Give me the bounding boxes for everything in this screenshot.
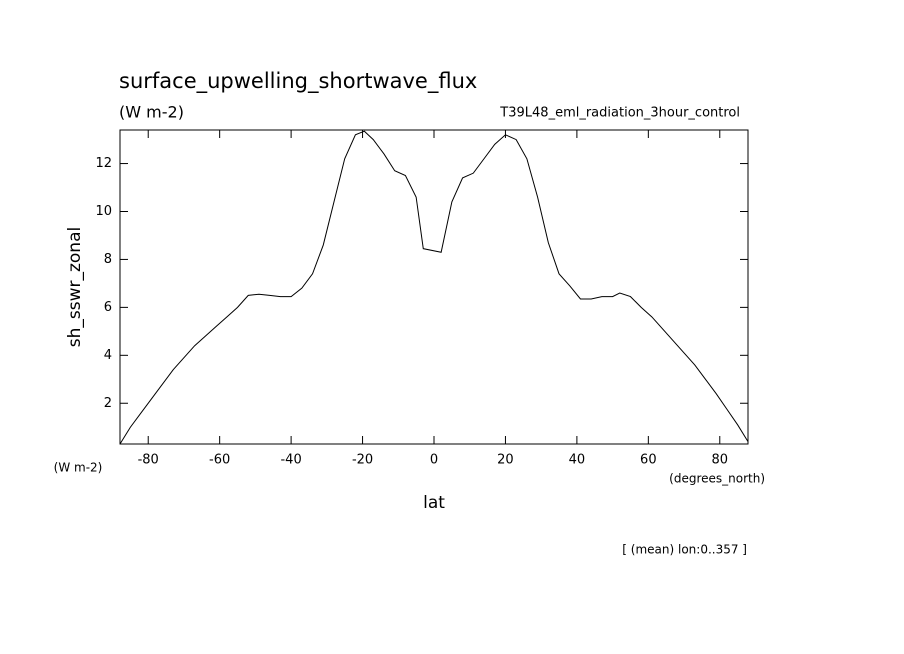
y-units: (W m-2)	[54, 461, 103, 475]
y-tick-label: 12	[95, 156, 112, 171]
footnote: [ (mean) lon:0..357 ]	[622, 543, 747, 557]
chart-title: surface_upwelling_shortwave_flux	[119, 69, 477, 94]
y-tick-label: 8	[104, 252, 112, 267]
x-tick-label: 0	[430, 453, 438, 468]
data-line	[119, 130, 749, 445]
x-axis-label: lat	[423, 493, 445, 513]
x-tick-label: -80	[138, 453, 159, 468]
units: (W m-2)	[119, 103, 184, 122]
x-tick-label: -60	[209, 453, 230, 468]
y-tick-label: 10	[95, 204, 112, 219]
y-tick-label: 2	[104, 396, 112, 411]
x-tick-label: 80	[712, 453, 729, 468]
y-tick-label: 6	[104, 300, 112, 315]
subtitle: T39L48_eml_radiation_3hour_control	[499, 106, 740, 121]
x-tick-label: 40	[569, 453, 586, 468]
x-units: (degrees_north)	[669, 472, 765, 486]
y-axis-label: sh_sswr_zonal	[65, 227, 85, 347]
x-tick-label: 60	[640, 453, 657, 468]
x-tick-label: -40	[280, 453, 301, 468]
x-tick-label: -20	[352, 453, 373, 468]
plot-frame	[119, 129, 749, 445]
y-tick-label: 4	[104, 348, 112, 363]
x-tick-label: 20	[497, 453, 514, 468]
